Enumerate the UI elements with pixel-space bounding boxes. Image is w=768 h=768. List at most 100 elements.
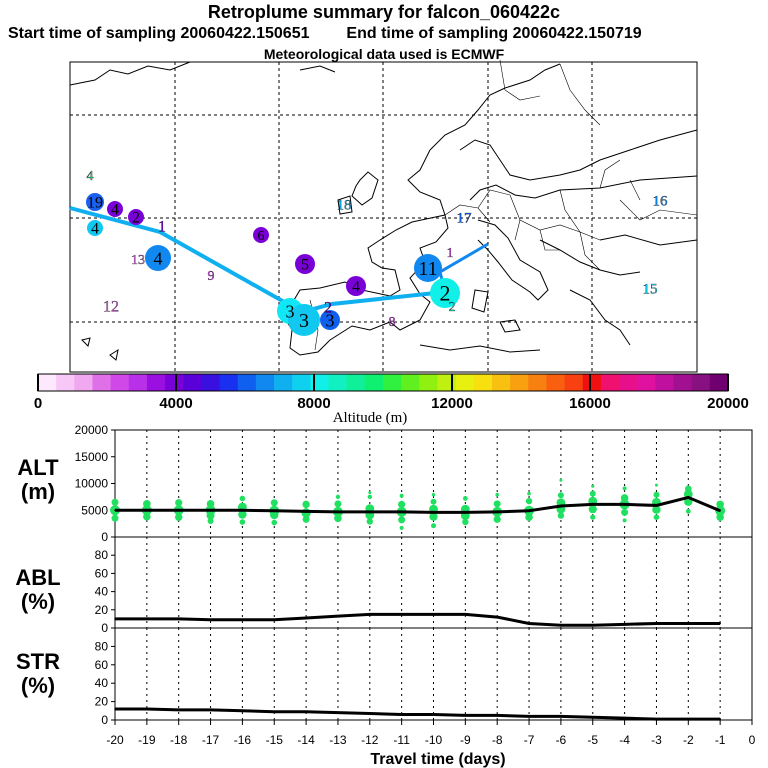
data-point <box>400 613 403 616</box>
data-point <box>337 711 339 714</box>
colorbar-swatch <box>292 374 311 391</box>
colorbar-swatch <box>38 374 57 391</box>
y-tick-label: 0 <box>101 530 108 544</box>
data-point <box>177 509 180 512</box>
x-tick-label: -8 <box>492 733 503 747</box>
end-time-label: End time of sampling 20060422.150719 <box>346 25 642 42</box>
altitude-particle-dot <box>557 512 565 519</box>
colorbar-tick-label: 4000 <box>159 395 192 412</box>
altitude-particle-dot <box>684 485 692 493</box>
colorbar-swatch <box>274 374 293 391</box>
altitude-particle-dot <box>366 518 373 525</box>
map-frame <box>69 61 698 373</box>
altitude-particle-dot <box>653 491 660 498</box>
altitude-particle-dot <box>175 499 183 507</box>
data-point <box>432 613 435 616</box>
altitude-particle-dot <box>683 489 693 499</box>
x-tick-label: 0 <box>749 733 756 747</box>
data-point <box>273 509 276 512</box>
y-tick-label: 20 <box>95 695 109 709</box>
cluster-label: 5 <box>301 257 309 274</box>
cluster-circle <box>253 227 269 243</box>
data-point <box>209 509 212 512</box>
cluster-circle <box>320 310 340 330</box>
altitude-particle-dot <box>622 486 627 491</box>
data-point <box>591 503 594 506</box>
x-tick-label: -5 <box>587 733 598 747</box>
colorbar-swatch <box>237 374 257 391</box>
cluster-circle <box>87 220 103 236</box>
data-point <box>114 708 116 710</box>
cluster-label: 4 <box>111 202 119 219</box>
data-point <box>528 622 530 625</box>
colorbar-swatch <box>637 374 656 391</box>
colorbar-tick-label: 12000 <box>431 395 473 412</box>
altitude-particle-dot <box>654 483 658 487</box>
cluster-label: 4 <box>87 169 94 184</box>
y-tick-label: 20 <box>95 603 109 617</box>
cluster-circle <box>107 201 123 217</box>
cluster-label: 3 <box>299 310 309 332</box>
x-tick-label: -14 <box>297 733 315 747</box>
panel-str: 0 20 40 60 80 <box>95 627 753 727</box>
cluster-label: 4 <box>352 279 360 296</box>
data-point <box>273 619 276 621</box>
altitude-particle-dot <box>239 519 246 525</box>
x-tick-label: -11 <box>393 733 410 747</box>
altitude-particle-dot <box>143 500 151 508</box>
data-point <box>719 718 721 720</box>
sampling-times: Start time of sampling 20060422.150651 E… <box>8 25 768 43</box>
y-tick-label: 15000 <box>75 450 109 464</box>
altitude-particle-dot <box>429 512 438 521</box>
cluster-label: 2 <box>324 300 332 317</box>
colorbar-swatch <box>600 374 620 391</box>
data-point <box>464 613 467 616</box>
colorbar-swatch <box>165 374 184 391</box>
series-line <box>115 707 721 721</box>
colorbar-swatch <box>128 374 148 391</box>
colorbar-swatch <box>419 374 438 391</box>
x-tick-label: -2 <box>683 733 694 747</box>
altitude-particle-dot <box>207 517 214 524</box>
data-point <box>687 622 690 625</box>
cluster-label: 4 <box>91 221 99 238</box>
data-point <box>560 505 562 507</box>
data-point <box>655 622 658 625</box>
altitude-particle-dot <box>652 505 661 514</box>
data-point <box>177 709 180 711</box>
altitude-particle-dot <box>175 513 183 521</box>
cluster-circle <box>128 209 144 225</box>
cluster-label: 12 <box>103 299 119 316</box>
altitude-particle-dot <box>206 500 215 508</box>
data-point <box>337 615 339 617</box>
colorbar-swatch <box>219 374 239 391</box>
data-point <box>209 619 212 621</box>
cluster-label: 3 <box>326 310 335 330</box>
data-point <box>464 511 467 514</box>
data-point <box>305 510 307 513</box>
colorbar-swatch <box>364 374 384 391</box>
y-tick-label: 60 <box>95 658 109 672</box>
data-point <box>687 718 690 720</box>
colorbar-swatch <box>346 374 366 391</box>
colorbar-tick-label: 8000 <box>297 395 330 412</box>
x-tick-label: -16 <box>234 733 252 747</box>
cluster-label: 1 <box>447 246 454 261</box>
data-point <box>177 618 180 620</box>
altitude-particle-dot <box>398 500 406 508</box>
data-point <box>114 618 116 620</box>
data-point <box>337 511 339 513</box>
altitude-particle-dot <box>685 508 691 514</box>
data-point <box>496 511 499 513</box>
cluster-label: 11 <box>418 258 437 280</box>
altitude-particle-dot <box>462 496 468 501</box>
colorbar-swatch <box>383 374 402 391</box>
data-point <box>305 710 307 713</box>
colorbar-swatch <box>310 374 330 391</box>
data-point <box>369 613 371 616</box>
altitude-particle-dot <box>493 515 501 523</box>
y-tick-label: 5000 <box>81 503 108 517</box>
altitude-particle-dot <box>462 518 469 526</box>
x-tick-label: -19 <box>138 733 156 747</box>
